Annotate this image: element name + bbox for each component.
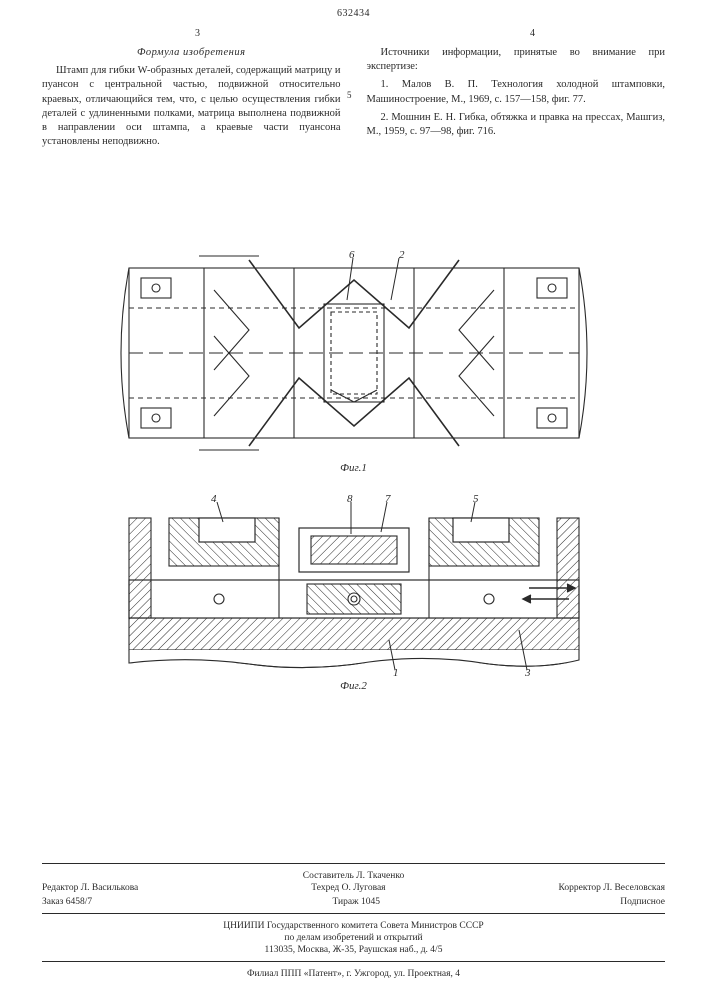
figure-2-caption: Фиг.2 xyxy=(340,680,367,692)
fig2-callout-5: 5 xyxy=(473,493,479,505)
figures-area: 6 2 Фиг.1 xyxy=(0,250,707,760)
footer-editor: Редактор Л. Василькова xyxy=(42,882,138,894)
column-number-right: 4 xyxy=(530,28,535,39)
claims-heading: Формула изобретения xyxy=(42,46,341,60)
fig2-callout-4: 4 xyxy=(211,493,217,505)
footer: Составитель Л. Ткаченко Редактор Л. Васи… xyxy=(42,859,665,980)
footer-addr: 113035, Москва, Ж-35, Раушская наб., д. … xyxy=(42,944,665,956)
footer-org2: по делам изобретений и открытий xyxy=(42,932,665,944)
column-number-left: 3 xyxy=(195,28,200,39)
fig2-callout-8: 8 xyxy=(347,493,353,505)
footer-techred: Техред О. Луговая xyxy=(311,882,385,894)
text-columns: Формула изобретения Штамп для гибки W-об… xyxy=(42,46,665,153)
fig2-callout-3: 3 xyxy=(524,667,531,678)
footer-order: Заказ 6458/7 xyxy=(42,896,92,908)
reference-1: 1. Малов В. П. Технология холодной штамп… xyxy=(367,78,666,106)
fig2-callout-7: 7 xyxy=(385,493,391,505)
fig2-callout-1: 1 xyxy=(393,667,399,678)
fig1-callout-6: 6 xyxy=(349,250,355,261)
reference-2: 2. Мошнин Е. Н. Гибка, обтяжка и правка … xyxy=(367,111,666,139)
patent-page: 632434 3 4 5 Формула изобретения Штамп д… xyxy=(0,0,707,1000)
footer-corrector: Корректор Л. Веселовская xyxy=(559,882,665,894)
left-column: Формула изобретения Штамп для гибки W-об… xyxy=(42,46,341,153)
figure-1-svg: 6 2 xyxy=(99,250,609,460)
footer-print: Филиал ППП «Патент», г. Ужгород, ул. Про… xyxy=(42,968,665,980)
figure-2-svg: 4 8 7 5 1 3 xyxy=(99,488,609,678)
refs-heading: Источники информации, принятые во вниман… xyxy=(367,46,666,74)
footer-org1: ЦНИИПИ Государственного комитета Совета … xyxy=(42,920,665,932)
footer-compiler: Составитель Л. Ткаченко xyxy=(42,870,665,882)
claims-body: Штамп для гибки W-образных деталей, соде… xyxy=(42,64,341,149)
footer-subscription: Подписное xyxy=(620,896,665,908)
footer-tirage: Тираж 1045 xyxy=(332,896,380,908)
fig1-callout-2: 2 xyxy=(399,250,405,261)
figure-1-caption: Фиг.1 xyxy=(340,462,367,474)
right-column: Источники информации, принятые во вниман… xyxy=(367,46,666,153)
document-number: 632434 xyxy=(337,8,370,19)
